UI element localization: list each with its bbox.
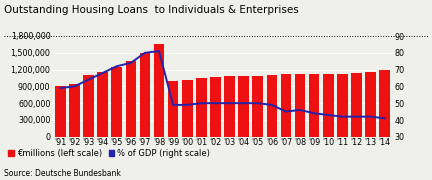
Bar [168, 81, 178, 137]
Text: Outstanding Housing Loans  to Individuals & Enterprises: Outstanding Housing Loans to Individuals… [4, 5, 299, 15]
Bar [182, 80, 193, 137]
Bar [323, 74, 334, 137]
Bar [252, 76, 263, 137]
Bar [210, 77, 221, 137]
Bar [267, 75, 277, 137]
Bar [295, 74, 305, 137]
Bar [365, 72, 376, 137]
Bar [379, 70, 390, 137]
Bar [111, 67, 122, 137]
Bar [83, 75, 94, 137]
Bar [69, 84, 79, 137]
Bar [97, 72, 108, 137]
Text: Source: Deutsche Bundesbank: Source: Deutsche Bundesbank [4, 169, 121, 178]
Bar [238, 76, 249, 137]
Bar [309, 74, 319, 137]
Bar [337, 74, 348, 137]
Bar [351, 73, 362, 137]
Bar [196, 78, 206, 137]
Bar [224, 76, 235, 137]
Legend: €millions (left scale), % of GDP (right scale): €millions (left scale), % of GDP (right … [9, 149, 210, 158]
Bar [281, 74, 291, 137]
Bar [140, 53, 150, 137]
Bar [126, 61, 136, 137]
Bar [154, 44, 164, 137]
Bar [55, 86, 66, 137]
